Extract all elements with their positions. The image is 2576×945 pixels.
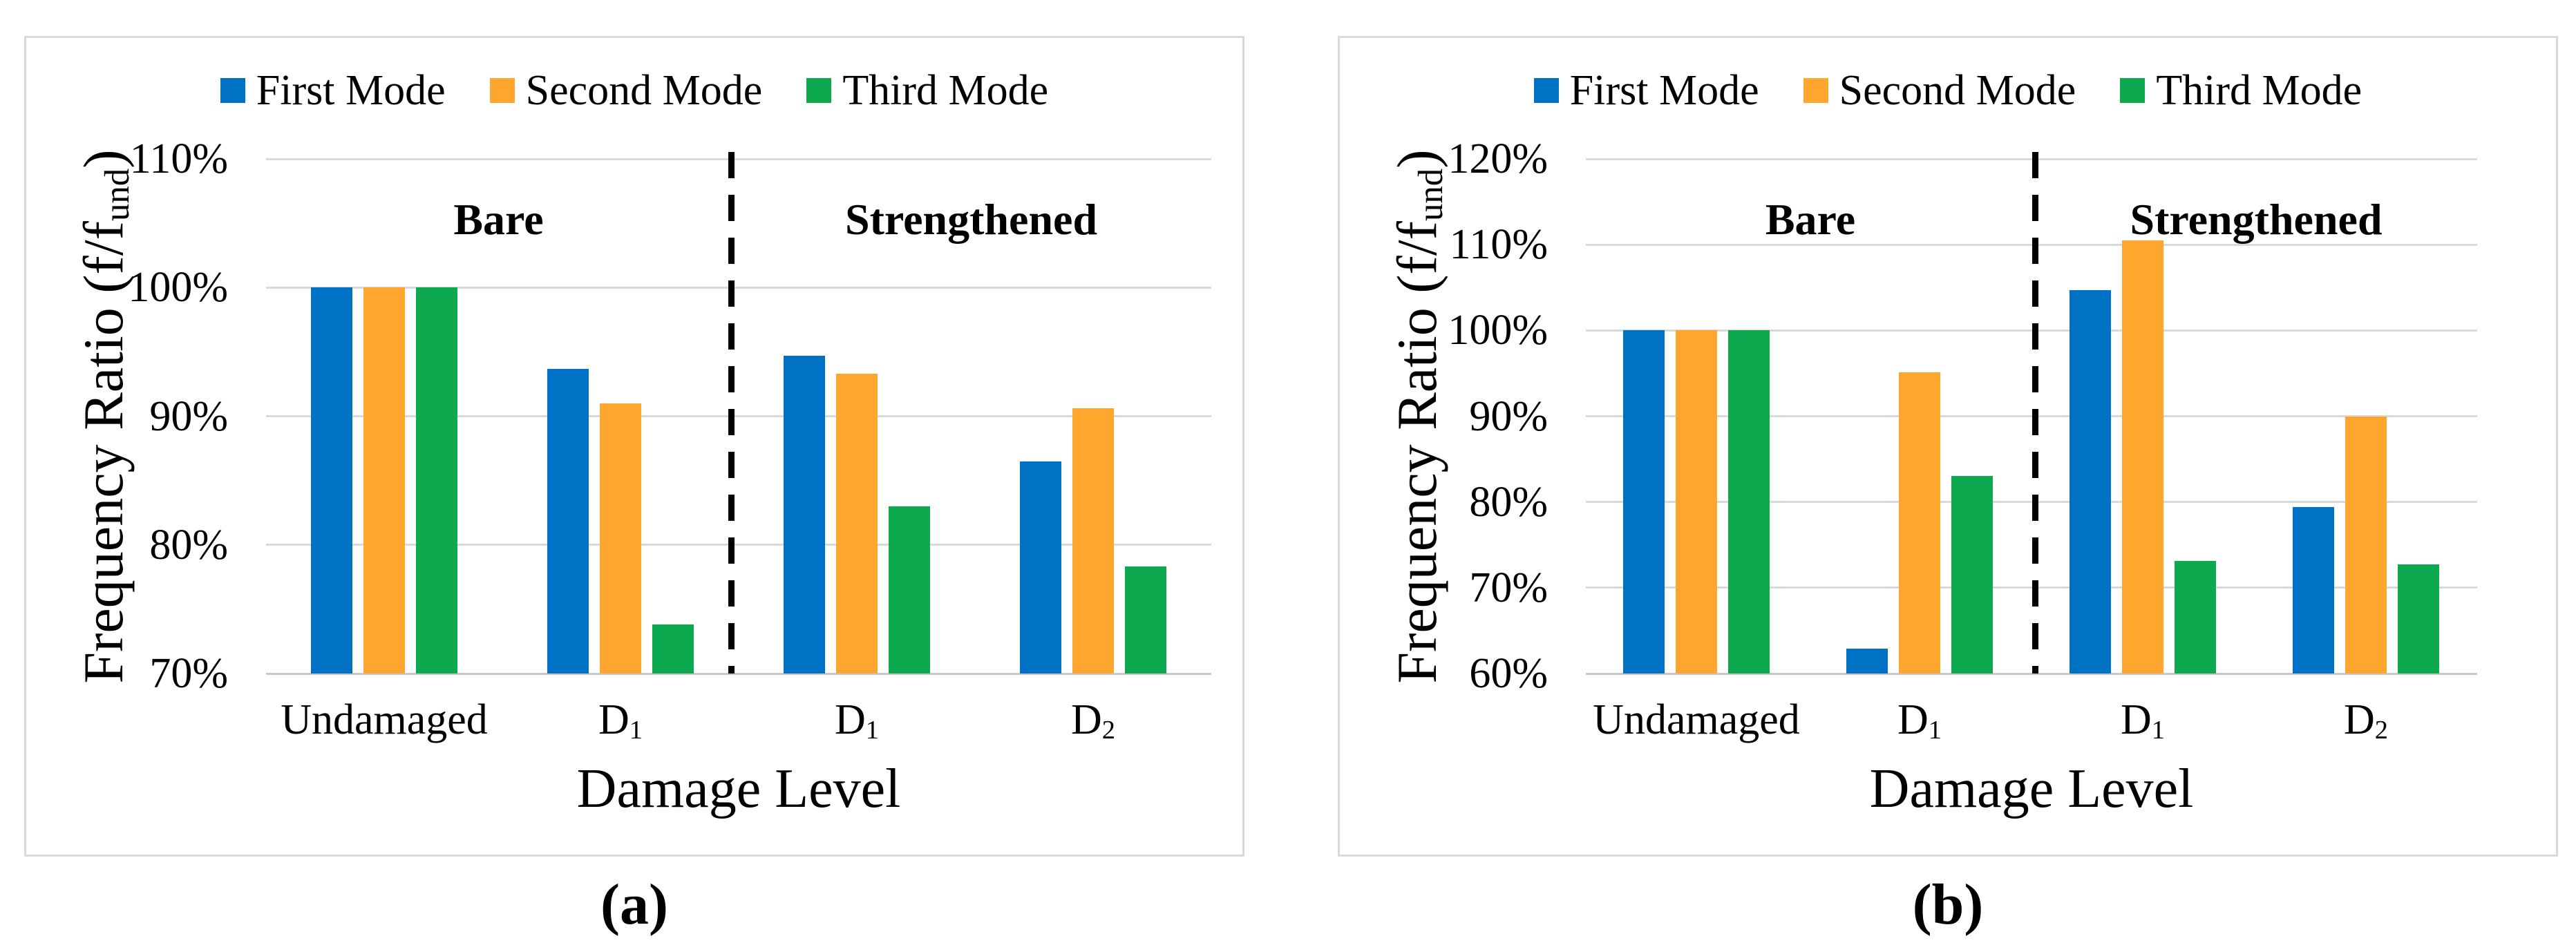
region-label-bare: Bare [453,195,544,244]
legend: First Mode Second Mode Third Mode [1326,66,2570,115]
bar-third-mode-cat3 [1125,566,1166,674]
x-axis-category-label: D2 [2344,696,2388,745]
legend-swatch-second-mode [1803,78,1828,103]
y-gridline [1586,672,2477,675]
y-gridline [266,415,1211,417]
y-axis-title-subscript: und [97,168,137,221]
y-axis-tick-label: 110% [129,135,228,182]
y-axis-title-close-paren: ) [1385,149,1448,169]
x-axis-title: Damage Level [1869,758,2194,819]
legend-item: Second Mode [1803,66,2076,115]
y-axis-tick-label: 100% [1448,307,1548,354]
y-axis-title-subscript: und [1411,168,1450,221]
y-axis-tick-label: 70% [149,650,228,697]
x-axis-title: Damage Level [576,758,901,819]
legend-label: First Mode [1569,66,1759,114]
panel-caption: (b) [1912,872,1984,937]
y-axis-tick-label: 80% [149,521,228,569]
legend-item: Second Mode [489,66,763,115]
bar-third-mode-cat0 [1728,330,1770,674]
bar-first-mode-cat2 [2070,289,2111,674]
bar-first-mode-cat3 [1020,461,1061,674]
y-gridline [266,286,1211,289]
legend-swatch-third-mode [806,78,832,103]
y-axis-tick-label: 80% [1469,478,1548,526]
y-axis-title: Frequency Ratio (f/fund) [71,149,136,683]
y-gridline [1586,501,2477,504]
y-gridline [1586,243,2477,246]
region-label-strengthened: Strengthened [844,195,1098,244]
legend-item: Third Mode [2120,66,2362,115]
legend-item: Third Mode [806,66,1048,115]
section-divider-dashed-line [2032,152,2038,674]
y-gridline [1586,415,2477,417]
legend-label: Second Mode [525,66,763,114]
legend: First Mode Second Mode Third Mode [12,66,1256,115]
legend-item: First Mode [220,66,446,115]
bar-third-mode-cat1 [652,624,694,674]
bar-second-mode-cat1 [1899,372,1940,674]
y-axis-title-close-paren: ) [72,149,135,169]
bar-second-mode-cat0 [1676,330,1717,674]
bar-first-mode-cat0 [1623,330,1665,674]
bar-first-mode-cat2 [784,355,825,674]
x-axis-category-label: D1 [598,696,643,745]
y-gridline [266,672,1211,675]
bar-second-mode-cat2 [836,374,878,674]
x-axis-category-label: Undamaged [1593,696,1800,743]
y-axis-tick-label: 70% [1469,564,1548,611]
bar-third-mode-cat2 [889,506,930,674]
y-axis-tick-label: 90% [1469,392,1548,440]
y-axis-tick-label: 120% [1448,135,1548,182]
y-gridline [1586,329,2477,332]
y-axis-title-text: Frequency Ratio (f/f [72,220,135,684]
y-gridline [1586,586,2477,589]
legend-label: Third Mode [842,66,1049,114]
x-axis-category-label: D1 [2121,696,2165,745]
y-axis-title-text: Frequency Ratio (f/f [1385,220,1448,684]
y-axis-tick-label: 100% [128,264,228,312]
x-axis-category-label: D1 [835,696,879,745]
x-axis-category-label: D2 [1071,696,1115,745]
y-axis-tick-label: 90% [149,392,228,440]
legend-label: Third Mode [2156,66,2362,114]
bar-third-mode-cat2 [2175,561,2216,674]
bar-second-mode-cat1 [600,403,641,674]
bar-third-mode-cat3 [2398,564,2439,674]
legend-label: First Mode [256,66,446,114]
y-axis-tick-label: 60% [1469,650,1548,697]
legend-swatch-first-mode [220,78,245,103]
panel-caption: (a) [600,872,668,937]
bar-first-mode-cat1 [547,368,589,674]
bar-first-mode-cat1 [1846,648,1888,674]
legend-swatch-third-mode [2120,78,2146,103]
y-gridline [1586,158,2477,160]
bar-third-mode-cat1 [1951,476,1993,674]
bar-first-mode-cat0 [311,287,352,674]
y-axis-tick-label: 110% [1449,221,1548,269]
x-axis-category-label: D1 [1897,696,1942,745]
y-axis-title: Frequency Ratio (f/fund) [1385,149,1450,683]
bar-second-mode-cat2 [2122,240,2163,674]
bar-first-mode-cat3 [2293,507,2334,674]
region-label-bare: Bare [1765,195,1856,244]
x-axis-category-label: Undamaged [281,696,488,743]
legend-swatch-second-mode [489,78,515,103]
y-gridline [266,158,1211,160]
legend-swatch-first-mode [1533,78,1559,103]
y-gridline [266,544,1211,546]
bar-second-mode-cat3 [1072,408,1114,674]
bar-second-mode-cat0 [363,287,405,674]
bar-third-mode-cat0 [416,287,457,674]
legend-item: First Mode [1533,66,1759,115]
legend-label: Second Mode [1839,66,2076,114]
region-label-strengthened: Strengthened [2130,195,2383,244]
section-divider-dashed-line [728,152,735,674]
bar-second-mode-cat3 [2345,416,2387,674]
